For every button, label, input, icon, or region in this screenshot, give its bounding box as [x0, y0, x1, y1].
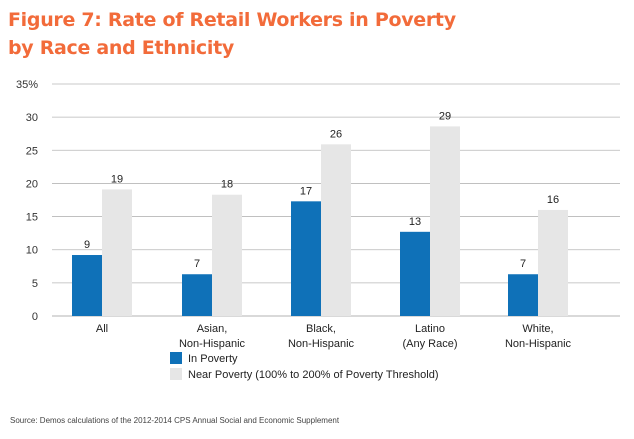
bar-in-poverty — [291, 201, 321, 316]
y-tick-label: 30 — [26, 112, 38, 124]
bar-in-poverty — [182, 274, 212, 316]
y-tick-label: 25 — [26, 145, 38, 157]
value-label-in-poverty: 17 — [300, 185, 312, 197]
chart-title-line-1: Figure 7: Rate of Retail Workers in Pove… — [8, 9, 456, 31]
chart-title: Figure 7: Rate of Retail Workers in Pove… — [8, 6, 456, 62]
bar-near-poverty — [102, 189, 132, 316]
value-label-in-poverty: 13 — [409, 216, 421, 228]
x-tick-label: All — [96, 323, 108, 335]
value-label-in-poverty: 7 — [194, 258, 200, 270]
x-tick-label: Non-Hispanic — [179, 338, 246, 350]
y-tick-label: 20 — [26, 178, 38, 190]
x-tick-label: White, — [522, 323, 553, 335]
bar-near-poverty — [538, 209, 568, 316]
value-label-near-poverty: 26 — [330, 128, 342, 140]
value-label-in-poverty: 7 — [520, 258, 526, 270]
bar-in-poverty — [508, 274, 538, 316]
bar-near-poverty — [212, 194, 242, 316]
bar-in-poverty — [72, 255, 102, 316]
value-label-near-poverty: 19 — [111, 173, 123, 185]
x-tick-label: Asian, — [197, 323, 228, 335]
x-tick-label: Black, — [306, 323, 336, 335]
legend-label-near-poverty: Near Poverty (100% to 200% of Poverty Th… — [188, 369, 438, 381]
y-tick-label: 10 — [26, 245, 38, 257]
chart-title-line-2: by Race and Ethnicity — [8, 37, 234, 59]
value-label-near-poverty: 18 — [221, 179, 233, 191]
legend-swatch-in-poverty — [170, 352, 182, 364]
bar-in-poverty — [400, 231, 430, 316]
bar-near-poverty — [430, 126, 460, 317]
y-tick-label: 15 — [26, 212, 38, 224]
legend-label-in-poverty: In Poverty — [188, 353, 238, 365]
value-label-in-poverty: 9 — [84, 239, 90, 251]
legend-swatch-near-poverty — [170, 368, 182, 380]
x-tick-label: Non-Hispanic — [505, 338, 572, 350]
y-tick-label: 35% — [16, 79, 38, 91]
y-tick-label: 5 — [32, 278, 38, 290]
x-tick-label: (Any Race) — [402, 338, 457, 350]
x-tick-label: Latino — [415, 323, 445, 335]
source-note: Source: Demos calculations of the 2012-2… — [10, 416, 340, 425]
bar-near-poverty — [321, 144, 351, 316]
value-label-near-poverty: 29 — [439, 110, 451, 122]
y-tick-label: 0 — [32, 311, 38, 323]
value-label-near-poverty: 16 — [547, 194, 559, 206]
x-tick-label: Non-Hispanic — [288, 338, 355, 350]
